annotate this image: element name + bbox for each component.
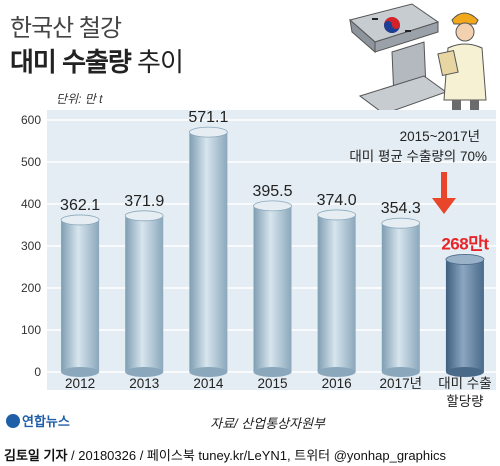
bar-group [253,200,292,377]
author: 김토일 기자 [4,448,68,463]
data-label: 268만t [441,234,489,253]
bar-cap [381,217,421,229]
bar-group [188,126,228,377]
bar [253,205,292,372]
bar-base [125,367,164,377]
source-label: 자료/ 산업통상자원부 [210,416,326,431]
title-line2: 대미 수출량 추이 [10,42,184,79]
data-label: 371.9 [124,193,164,210]
x-tick-label: 2013 [129,376,159,391]
bar [61,219,100,372]
y-tick-label: 0 [34,365,41,379]
x-tick-label: 2015 [257,376,287,391]
x-tick-label: 2016 [322,376,352,391]
bar-group [317,209,357,377]
data-label: 362.1 [60,197,100,214]
x-tick-label: 대미 수출 [438,376,491,391]
bar-cap [124,210,164,222]
bars-layer [60,126,485,377]
title-bold: 대미 수출량 [10,47,132,77]
bar [189,132,228,372]
x-tick-label: 할당량 [446,394,483,409]
credits: / 20180326 / 페이스북 tuney.kr/LeYN1, 트위터 @y… [67,448,446,463]
bar-group [124,210,164,377]
y-tick-label: 100 [21,323,41,337]
title-rest: 추이 [130,47,184,77]
y-tick-label: 500 [21,155,41,169]
bar-cap [253,200,292,212]
data-label: 571.1 [188,109,228,126]
bar-group [60,214,100,377]
worker-icon [437,12,487,110]
yonhap-logo: 연합뉴스 [6,411,70,430]
bar-base [61,367,100,377]
annotation-arrow [432,172,456,214]
bar-base [189,367,228,377]
bar-group [381,217,421,377]
steel-worker-illustration [348,3,487,115]
bar-base [445,367,484,377]
yonhap-logo-icon [6,414,20,428]
bar-cap [445,254,485,265]
data-label: 395.5 [252,183,292,200]
bar-group [445,254,485,377]
y-tick-label: 200 [21,281,41,295]
footer-credits: 김토일 기자 / 20180326 / 페이스북 tuney.kr/LeYN1,… [0,445,500,466]
korea-flag-icon [372,17,411,33]
annotation-line2: 대미 평균 수출량의 70% [349,149,487,164]
title-line1: 한국산 철강 [10,15,122,42]
x-tick-label: 2017년 [380,376,422,391]
bar [317,214,356,372]
bar-cap [60,214,100,226]
y-tick-label: 400 [21,197,41,211]
bar-base [317,367,356,377]
logo-text: 연합뉴스 [22,414,70,429]
unit-label: 단위: 만 t [56,92,103,106]
bar-base [381,367,420,377]
bar [125,215,164,372]
bar-cap [317,209,357,221]
bar [445,259,484,372]
data-label: 374.0 [317,192,357,209]
y-tick-label: 300 [21,239,41,253]
bar-base [253,367,292,377]
labels-layer: 단위: 만 t 0 100 200 300 400 500 600 362.1 2012 371.9… [21,92,492,431]
x-tick-label: 2012 [65,376,95,391]
x-tick-label: 2014 [193,376,224,391]
bar-cap [188,126,228,138]
data-label: 354.3 [381,200,421,217]
bar [381,223,420,372]
annotation-line1: 2015~2017년 [400,129,480,144]
y-tick-label: 600 [21,113,41,127]
